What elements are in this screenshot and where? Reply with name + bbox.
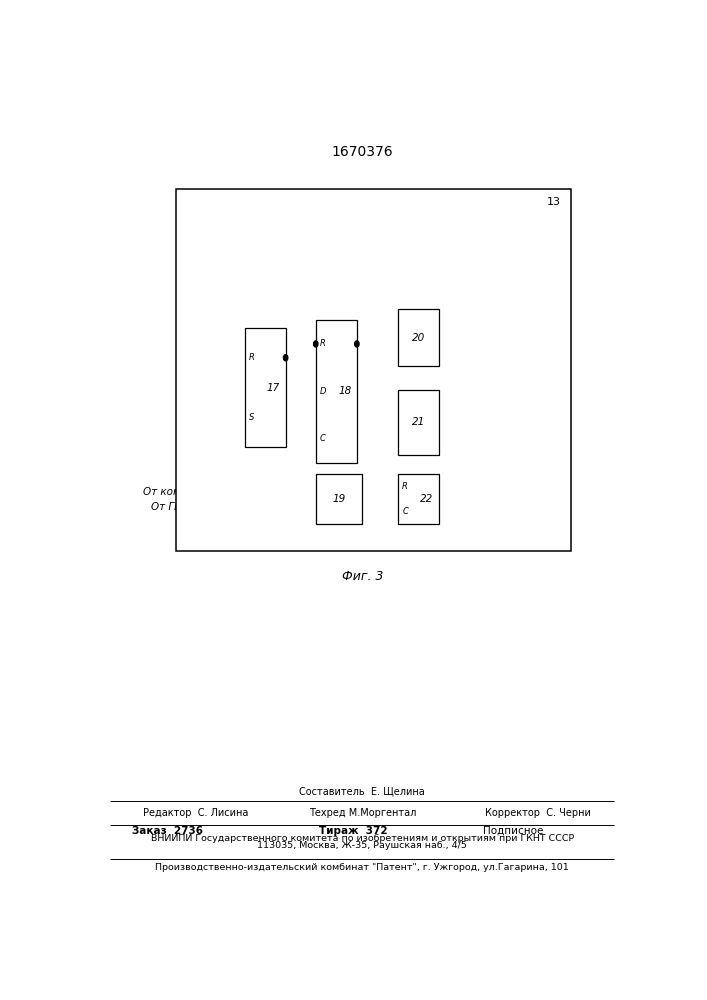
Text: Фиг. 3: Фиг. 3 (341, 570, 383, 583)
Text: На ПУч: На ПУч (477, 448, 514, 458)
Text: Пуск: Пуск (189, 404, 216, 414)
Text: R: R (249, 353, 255, 362)
Text: Редактор  С. Лисина: Редактор С. Лисина (144, 808, 249, 818)
Text: 20: 20 (412, 333, 425, 343)
Text: ВНИИПИ Государственного комитета по изобретениям и открытиям при ГКНТ СССР: ВНИИПИ Государственного комитета по изоб… (151, 834, 574, 843)
Text: 23: 23 (211, 429, 225, 439)
Circle shape (314, 341, 318, 347)
Text: На ПУч: На ПУч (477, 494, 514, 504)
Text: R: R (402, 482, 408, 491)
Text: На кл. 6: На кл. 6 (477, 333, 520, 343)
Bar (245, 328, 286, 447)
Bar (316, 474, 362, 524)
Circle shape (284, 355, 288, 361)
Bar (398, 390, 439, 455)
Text: 22: 22 (421, 494, 433, 504)
Text: От комп 5: От комп 5 (144, 487, 198, 497)
Text: На перекл. 7: На перекл. 7 (477, 403, 546, 413)
Bar (398, 474, 439, 524)
Text: Корректор  С. Черни: Корректор С. Черни (485, 808, 590, 818)
Text: D: D (320, 387, 326, 396)
Text: 18: 18 (338, 386, 351, 396)
Text: На кл. 8: На кл. 8 (477, 432, 520, 442)
Text: Тираж  372: Тираж 372 (319, 826, 387, 836)
Circle shape (355, 341, 359, 347)
Text: Составитель  Е. Щелина: Составитель Е. Щелина (300, 786, 425, 796)
Text: 19: 19 (332, 494, 346, 504)
Text: Техред М.Моргентал: Техред М.Моргентал (309, 808, 416, 818)
Text: От ГИ 15: От ГИ 15 (151, 502, 198, 512)
Text: 17: 17 (267, 383, 280, 393)
Text: R: R (320, 339, 326, 348)
Text: Производственно-издательский комбинат "Патент", г. Ужгород, ул.Гагарина, 101: Производственно-издательский комбинат "П… (156, 863, 569, 872)
Text: Заказ  2736: Заказ 2736 (132, 826, 203, 836)
Text: Подписное: Подписное (483, 826, 543, 836)
Text: C: C (402, 507, 408, 516)
Text: S: S (249, 413, 255, 422)
Bar (398, 309, 439, 366)
Bar (316, 320, 357, 463)
Text: 113035, Москва, Ж-35, Раушская наб., 4/5: 113035, Москва, Ж-35, Раушская наб., 4/5 (257, 841, 467, 850)
Text: 21: 21 (412, 417, 425, 427)
Text: 13: 13 (547, 197, 561, 207)
Text: C: C (320, 434, 326, 443)
Bar (176, 189, 571, 551)
Text: 1670376: 1670376 (332, 145, 393, 159)
